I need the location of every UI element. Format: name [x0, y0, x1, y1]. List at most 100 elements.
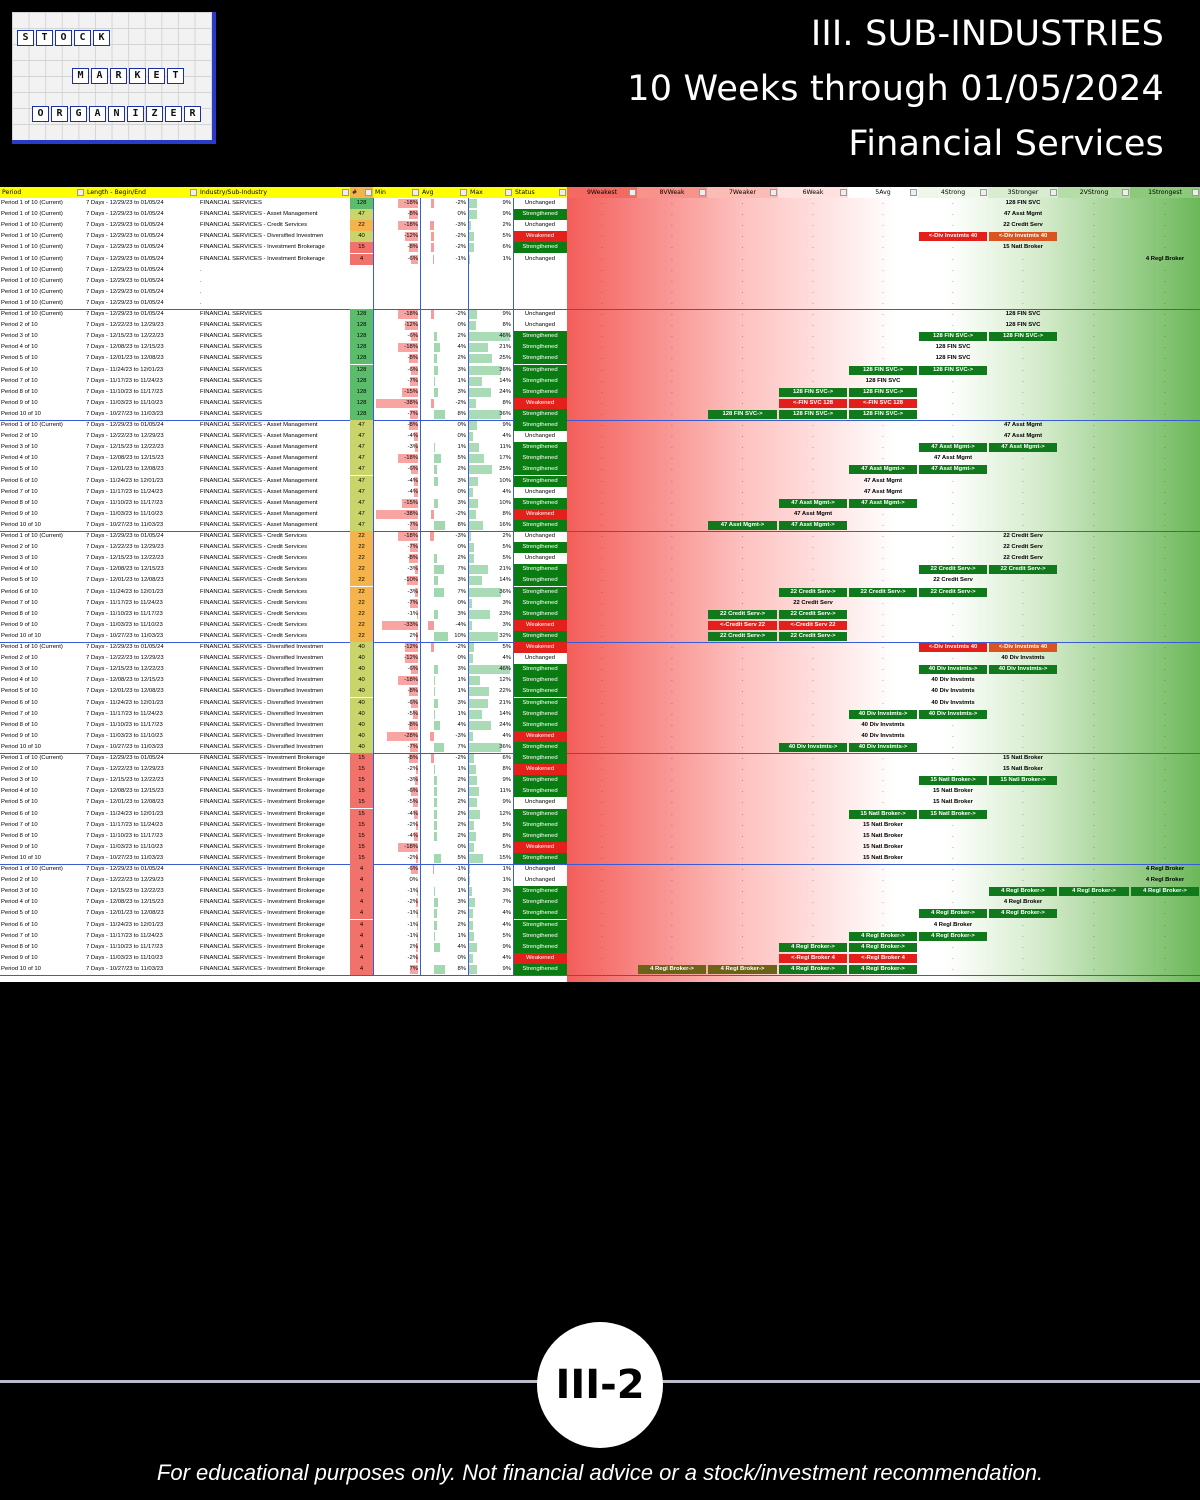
empty-rank-marker: .: [671, 533, 673, 539]
column-header-status[interactable]: Status: [513, 187, 567, 198]
filter-dropdown-icon[interactable]: [342, 189, 349, 196]
rank-position-box: 47 Asst Mgmt: [933, 455, 973, 462]
column-header-7weaker[interactable]: 7Weaker: [707, 187, 778, 198]
empty-rank-marker: .: [671, 799, 673, 806]
filter-dropdown-icon[interactable]: [770, 189, 777, 196]
filter-dropdown-icon[interactable]: [559, 189, 566, 196]
empty-rank-marker: .: [1022, 477, 1024, 484]
empty-rank-marker: .: [1164, 932, 1166, 939]
cell-count: 22: [350, 575, 373, 587]
empty-rank-marker: .: [741, 954, 744, 961]
cell-industry: FINANCIAL SERVICES - Credit Services: [200, 577, 308, 584]
column-header-avg[interactable]: Avg: [420, 187, 468, 198]
filter-dropdown-icon[interactable]: [840, 189, 847, 196]
cell-period: Period 1 of 10 (Current): [1, 644, 63, 650]
cell-count: 47: [350, 431, 373, 443]
empty-rank-marker: .: [1164, 233, 1166, 240]
empty-rank-marker: .: [882, 222, 884, 229]
data-bar-avg: [434, 387, 439, 397]
column-header-5avg[interactable]: 5Avg: [848, 187, 918, 198]
cell-max: 5%: [502, 555, 511, 562]
data-bar-max: [469, 754, 475, 763]
cell-count: 4: [350, 897, 373, 909]
empty-rank-marker: .: [882, 344, 884, 351]
rank-position-box: <-Div Invstmts 40: [989, 232, 1057, 242]
rank-position-box: 4 Regl Broker->: [638, 964, 706, 974]
empty-rank-marker: .: [1093, 899, 1095, 906]
empty-rank-marker: .: [671, 355, 673, 362]
empty-rank-marker: .: [1022, 710, 1024, 717]
empty-rank-marker: .: [601, 566, 603, 573]
cell-count: 128: [350, 386, 373, 398]
empty-rank-marker: .: [952, 832, 954, 839]
status-badge: Unchanged: [524, 866, 556, 872]
cell-count: 15: [350, 852, 373, 864]
cell-industry: FINANCIAL SERVICES: [200, 344, 262, 351]
cell-count: 22: [350, 553, 373, 565]
empty-rank-marker: .: [741, 433, 744, 440]
empty-rank-marker: .: [1164, 821, 1166, 828]
empty-rank-marker: .: [671, 888, 673, 895]
cell-min: -3%: [407, 566, 418, 573]
cell-max: 9%: [502, 422, 511, 428]
column-header-9weakest[interactable]: 9Weakest: [567, 187, 637, 198]
filter-dropdown-icon[interactable]: [505, 189, 512, 196]
filter-dropdown-icon[interactable]: [460, 189, 467, 196]
empty-rank-marker: .: [1093, 954, 1095, 961]
column-header-1strongest[interactable]: 1Strongest: [1130, 187, 1200, 198]
data-bar-min: [411, 787, 418, 797]
column-header-2vstrong[interactable]: 2VStrong: [1058, 187, 1130, 198]
cell-count: 15: [350, 753, 373, 764]
filter-dropdown-icon[interactable]: [1050, 189, 1057, 196]
column-header-min[interactable]: Min: [373, 187, 420, 198]
data-bar-min: [414, 565, 418, 575]
data-bar-max: [469, 942, 478, 952]
filter-dropdown-icon[interactable]: [910, 189, 917, 196]
group-separator: [0, 420, 1200, 421]
data-bar-min: [416, 920, 418, 930]
filter-dropdown-icon[interactable]: [1122, 189, 1129, 196]
column-header-3stronger[interactable]: 3Stronger: [988, 187, 1058, 198]
table-row: Period 5 of 10 7 Days - 12/01/23 to 12/08…: [0, 908, 1200, 920]
filter-dropdown-icon[interactable]: [629, 189, 636, 196]
rank-position-box: 22 Credit Serv: [933, 577, 973, 584]
table-row: Period 1 of 10 (Current) 7 Days - 12/29/2…: [0, 642, 1200, 653]
cell-period: Period 7 of 10: [1, 488, 38, 495]
cell-min: -6%: [407, 699, 418, 706]
column-header-period[interactable]: Period: [0, 187, 85, 198]
empty-rank-marker: .: [671, 777, 673, 784]
filter-dropdown-icon[interactable]: [77, 189, 84, 196]
filter-dropdown-icon[interactable]: [412, 189, 419, 196]
column-header-label: #: [352, 189, 358, 196]
empty-rank-marker: .: [741, 510, 744, 517]
empty-rank-marker: .: [601, 843, 603, 850]
column-header-industry-sub-industry[interactable]: Industry/Sub-Industry: [198, 187, 350, 198]
empty-rank-marker: .: [882, 677, 884, 684]
cell-max: 8%: [502, 322, 511, 329]
column-header-4strong[interactable]: 4Strong: [918, 187, 988, 198]
table-row: Period 9 of 10 7 Days - 11/03/23 to 11/10…: [0, 397, 1200, 409]
column-header-length-begin-end[interactable]: Length - Begin/End: [85, 187, 198, 198]
filter-dropdown-icon[interactable]: [365, 189, 372, 196]
filter-dropdown-icon[interactable]: [1192, 189, 1199, 196]
cell-max: 15%: [499, 854, 511, 861]
data-bar-min: [410, 964, 418, 974]
column-header-label: Min: [375, 189, 386, 196]
cell-period: Period 5 of 10: [1, 910, 38, 917]
filter-dropdown-icon[interactable]: [699, 189, 706, 196]
cell-count: [350, 287, 373, 298]
cell-avg: 4%: [457, 943, 466, 950]
empty-rank-marker: .: [882, 599, 884, 606]
cell-min: -12%: [404, 655, 418, 662]
empty-rank-marker: .: [741, 755, 744, 761]
column-header-max[interactable]: Max: [468, 187, 513, 198]
filter-dropdown-icon[interactable]: [190, 189, 197, 196]
data-bar-max: [469, 310, 478, 319]
empty-rank-marker: .: [671, 688, 673, 695]
column-header--[interactable]: #: [350, 187, 373, 198]
column-header-8vweak[interactable]: 8VWeak: [637, 187, 707, 198]
filter-dropdown-icon[interactable]: [980, 189, 987, 196]
column-header-6weak[interactable]: 6Weak: [778, 187, 848, 198]
status-badge: Weakened: [513, 231, 567, 243]
